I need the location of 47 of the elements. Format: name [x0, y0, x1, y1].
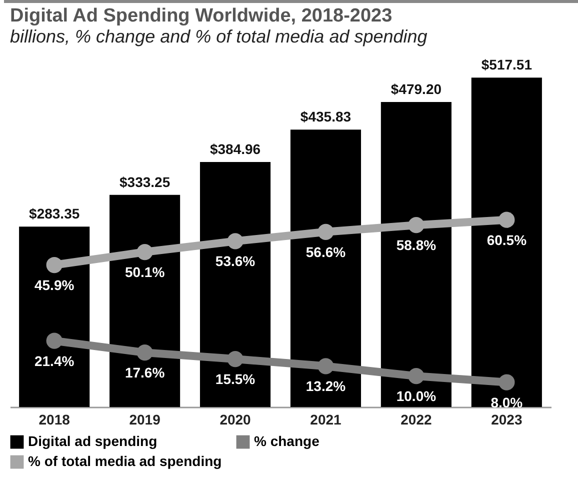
- point: [136, 344, 153, 361]
- data-label: 45.9%: [34, 277, 75, 294]
- data-label: $283.35: [29, 206, 80, 222]
- bar: [200, 162, 271, 407]
- data-label: 15.5%: [215, 371, 256, 388]
- legend-label: % of total media ad spending: [28, 453, 222, 469]
- x-tick-label: 2023: [491, 412, 522, 428]
- bar: [110, 194, 180, 407]
- chart-title: Digital Ad Spending Worldwide, 2018-2023: [10, 6, 392, 27]
- point: [498, 212, 515, 228]
- x-tick-label: 2021: [310, 412, 342, 428]
- point: [408, 368, 424, 384]
- point: [498, 374, 515, 390]
- chart-subtitle: billions, % change and % of total media ad spending: [10, 26, 428, 47]
- data-label: 53.6%: [215, 253, 256, 270]
- data-label: 17.6%: [124, 364, 166, 381]
- x-tick-label: 2018: [38, 412, 70, 428]
- data-label: 21.4%: [34, 352, 75, 369]
- bar: [19, 226, 90, 407]
- x-tick-label: 2019: [129, 412, 161, 428]
- data-label: 56.6%: [306, 244, 346, 260]
- data-label: $333.25: [119, 174, 170, 190]
- data-label: 8.0%: [490, 394, 524, 410]
- point: [408, 217, 424, 234]
- bar: [380, 102, 452, 407]
- data-label: 13.2%: [306, 378, 346, 394]
- x-tick-label: 2022: [400, 412, 432, 428]
- x-tick-label: 2020: [220, 412, 252, 428]
- point: [46, 256, 62, 274]
- point: [318, 358, 334, 374]
- legend-label: Digital ad spending: [28, 433, 158, 449]
- data-label: 10.0%: [396, 388, 437, 404]
- data-label: $479.20: [390, 80, 442, 97]
- bar: [290, 130, 362, 407]
- point: [318, 224, 334, 240]
- data-label: $435.83: [300, 108, 352, 125]
- data-label: $517.51: [481, 56, 532, 73]
- data-label: 50.1%: [124, 264, 166, 280]
- bar: [471, 78, 542, 407]
- point: [46, 332, 62, 349]
- legend-label: % change: [254, 433, 320, 449]
- data-label: 60.5%: [486, 232, 528, 248]
- data-label: $384.96: [210, 140, 261, 157]
- data-label: 58.8%: [396, 237, 437, 254]
- point: [136, 244, 153, 260]
- point: [227, 351, 244, 368]
- point: [227, 233, 244, 250]
